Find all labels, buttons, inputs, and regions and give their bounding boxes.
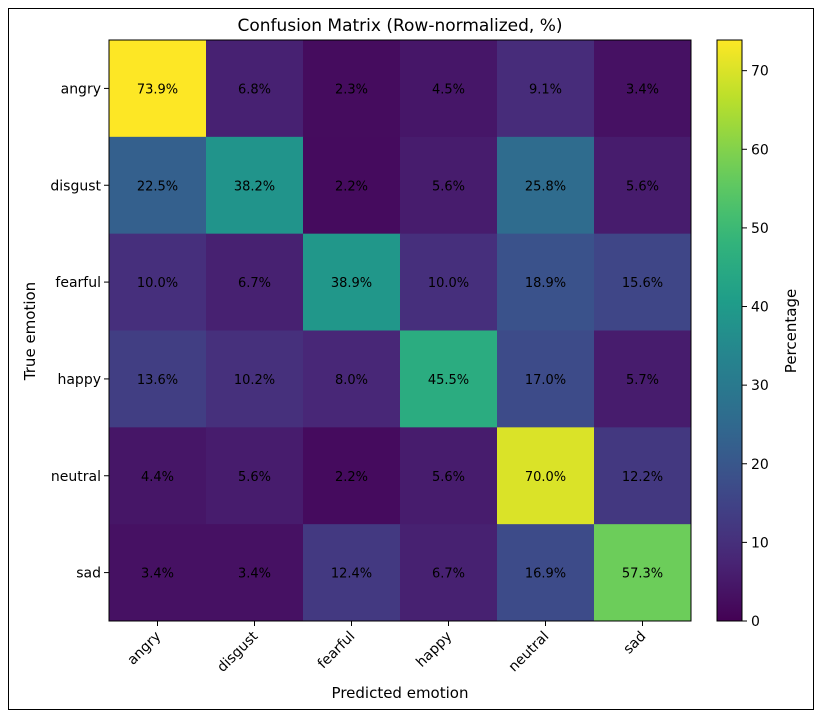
colorbar-tick-label: 40 (751, 300, 769, 316)
heatmap-cell (303, 524, 401, 622)
heatmap-cell (206, 524, 304, 622)
heatmap-cell (497, 330, 595, 428)
heatmap-cell (206, 233, 304, 331)
heatmap-cell (109, 233, 207, 331)
plot-frame (108, 39, 692, 622)
heatmap-cell (109, 524, 207, 622)
cell-value-label: 3.4% (141, 567, 174, 582)
y-tick-label: fearful (55, 275, 101, 291)
cell-value-label: 8.0% (335, 373, 368, 388)
heatmap-cell (109, 330, 207, 428)
cell-value-label: 5.7% (626, 373, 659, 388)
cell-value-label: 3.4% (626, 82, 659, 97)
heatmap-cell (109, 40, 207, 138)
cell-value-label: 6.8% (238, 82, 271, 97)
heatmap-cell (303, 136, 401, 235)
heatmap-cell (497, 40, 595, 138)
cell-value-label: 45.5% (428, 373, 469, 388)
colorbar-tick-label: 60 (751, 142, 769, 158)
heatmap-cell (497, 136, 595, 235)
y-tick-label: neutral (51, 469, 101, 485)
y-tick-label: disgust (50, 178, 101, 194)
colorbar-label: Percentage (782, 289, 800, 373)
cell-value-label: 5.6% (432, 470, 465, 485)
cell-value-label: 12.4% (331, 567, 372, 582)
heatmap-cell (400, 427, 498, 525)
cell-value-label: 57.3% (622, 567, 663, 582)
cell-value-label: 15.6% (622, 276, 663, 291)
colorbar-ticks: 0 10 20 30 40 50 60 70 (742, 64, 769, 630)
cell-value-label: 73.9% (137, 82, 178, 97)
cell-value-label: 10.2% (234, 373, 275, 388)
cell-value-label: 2.2% (335, 470, 368, 485)
heatmap-cell (497, 427, 595, 525)
heatmap-cell (303, 330, 401, 428)
heatmap-cell (109, 136, 207, 235)
y-axis-label: True emotion (21, 282, 39, 381)
cell-value-label: 5.6% (626, 179, 659, 194)
cell-value-label: 18.9% (525, 276, 566, 291)
heatmap-cell (497, 233, 595, 331)
cell-value-label: 6.7% (432, 567, 465, 582)
heatmap-cell (206, 427, 304, 525)
heatmap-cells: 73.9% 6.8% 2.3% 4.5% 9.1% 3.4% 22.5% 38.2% 2.2% 5… (108, 39, 692, 622)
cell-value-label: 38.9% (331, 276, 372, 291)
cell-value-label: 6.7% (238, 276, 271, 291)
colorbar-tick-label: 50 (751, 221, 769, 237)
cell-value-label: 17.0% (525, 373, 566, 388)
heatmap-cell (206, 136, 304, 235)
heatmap-cell (206, 40, 304, 138)
colorbar-tick-label: 30 (751, 378, 769, 394)
cell-value-label: 22.5% (137, 179, 178, 194)
cell-value-label: 70.0% (525, 470, 566, 485)
heatmap-cell (109, 427, 207, 525)
cell-value-label: 16.9% (525, 567, 566, 582)
cell-value-label: 5.6% (238, 470, 271, 485)
heatmap-cell (594, 233, 692, 331)
cell-value-label: 10.0% (428, 276, 469, 291)
cell-value-label: 2.3% (335, 82, 368, 97)
cell-value-label: 5.6% (432, 179, 465, 194)
heatmap-cell (594, 524, 692, 622)
cell-value-label: 3.4% (238, 567, 271, 582)
cell-value-label: 4.5% (432, 82, 465, 97)
cell-value-label: 13.6% (137, 373, 178, 388)
x-axis-label: Predicted emotion (332, 684, 469, 702)
y-tick-label: angry (61, 81, 101, 97)
cell-value-label: 38.2% (234, 179, 275, 194)
y-axis-ticks: angry disgust fearful happy neutral sad (50, 81, 109, 582)
heatmap-cell (400, 136, 498, 235)
heatmap-cell (303, 233, 401, 331)
heatmap-cell (594, 136, 692, 235)
y-tick-label: sad (76, 566, 101, 582)
heatmap-cell (206, 330, 304, 428)
colorbar-tick-label: 10 (751, 535, 769, 551)
colorbar-tick-label: 0 (751, 614, 760, 630)
heatmap-cell (400, 330, 498, 428)
heatmap-cell (594, 330, 692, 428)
chart-title: Confusion Matrix (Row-normalized, %) (237, 16, 562, 36)
y-tick-label: happy (57, 372, 101, 388)
colorbar (716, 39, 743, 622)
heatmap-cell (400, 524, 498, 622)
heatmap-cell (594, 40, 692, 138)
cell-value-label: 2.2% (335, 179, 368, 194)
cell-value-label: 9.1% (529, 82, 562, 97)
heatmap-cell (594, 427, 692, 525)
heatmap-cell (400, 233, 498, 331)
cell-value-label: 4.4% (141, 470, 174, 485)
cell-value-label: 10.0% (137, 276, 178, 291)
colorbar-tick-label: 70 (751, 64, 769, 80)
heatmap-cell (303, 40, 401, 138)
cell-value-label: 12.2% (622, 470, 663, 485)
heatmap-cell (303, 427, 401, 525)
heatmap-cell (497, 524, 595, 622)
heatmap-cell (400, 40, 498, 138)
colorbar-tick-label: 20 (751, 457, 769, 473)
cell-value-label: 25.8% (525, 179, 566, 194)
